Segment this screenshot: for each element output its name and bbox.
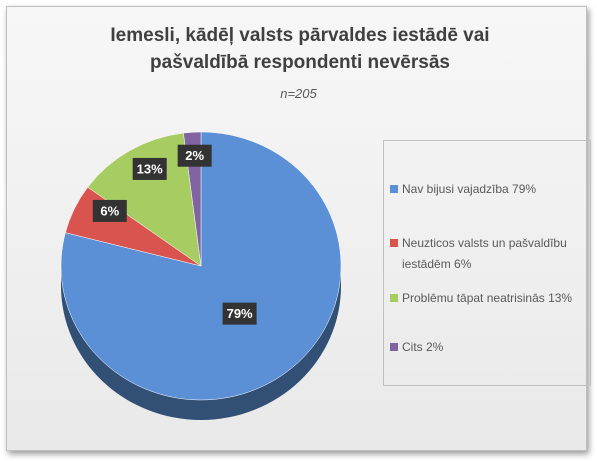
label-box — [92, 199, 127, 222]
chart-subtitle: n=205 — [280, 86, 317, 101]
label-box — [177, 144, 212, 167]
legend-item: Nav bijusi vajadzība 79% — [390, 179, 588, 200]
pie-slice — [87, 132, 202, 267]
data-label: 79% — [227, 306, 253, 321]
legend: Nav bijusi vajadzība 79% Neuzticos valsts… — [383, 140, 591, 386]
legend-label: Cits 2% — [402, 340, 444, 354]
legend-item: Neuzticos valsts un pašvaldību iestādēm … — [390, 233, 588, 275]
label-box — [222, 302, 257, 325]
legend-swatch — [390, 343, 398, 351]
data-label: 2% — [185, 148, 204, 163]
legend-item: Cits 2% — [390, 337, 588, 358]
legend-item: Problēmu tāpat neatrisinās 13% — [390, 288, 588, 309]
legend-label: Problēmu tāpat neatrisinās 13% — [402, 291, 573, 305]
data-label: 6% — [100, 203, 119, 218]
chart-title: Iemesli, kādēļ valsts pārvaldes iestādē … — [110, 25, 490, 73]
legend-label: Nav bijusi vajadzība 79% — [402, 182, 537, 196]
legend-label: Neuzticos valsts un pašvaldību iestādēm … — [402, 236, 567, 271]
legend-swatch — [390, 294, 398, 302]
label-box — [132, 157, 167, 180]
data-label: 13% — [137, 161, 163, 176]
legend-swatch — [390, 185, 398, 193]
legend-swatch — [390, 239, 398, 247]
